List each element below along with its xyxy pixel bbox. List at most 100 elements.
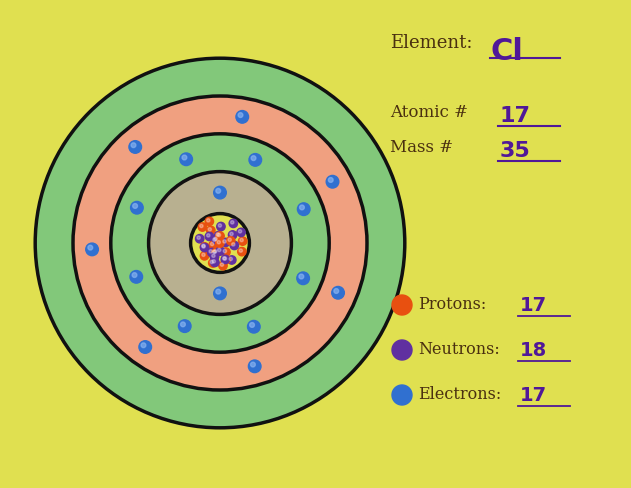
Circle shape [202,244,205,248]
Circle shape [86,244,98,256]
Circle shape [239,230,242,234]
Circle shape [236,111,249,124]
Text: Mass #: Mass # [390,139,453,156]
Circle shape [213,236,221,244]
Circle shape [212,249,220,257]
Circle shape [223,257,226,261]
Circle shape [220,264,223,267]
Polygon shape [35,59,405,428]
Circle shape [230,242,239,250]
Text: 17: 17 [500,106,531,126]
Circle shape [297,203,310,216]
Circle shape [334,289,339,294]
Circle shape [251,363,256,367]
Circle shape [139,341,151,354]
Circle shape [217,241,220,244]
Text: 17: 17 [520,385,547,404]
Circle shape [202,254,205,257]
Circle shape [237,229,245,237]
Circle shape [131,143,136,148]
Circle shape [179,320,191,333]
Circle shape [214,187,227,200]
Circle shape [214,238,217,241]
Circle shape [212,260,216,264]
Circle shape [132,273,137,278]
Circle shape [131,202,143,215]
Circle shape [216,189,221,194]
Text: Electrons:: Electrons: [418,385,501,402]
Circle shape [210,243,214,246]
Circle shape [249,154,262,167]
Circle shape [229,258,232,261]
Circle shape [238,113,243,118]
Circle shape [209,259,217,267]
Circle shape [206,219,210,223]
Circle shape [247,321,260,333]
Circle shape [218,249,221,252]
Circle shape [209,250,213,254]
Circle shape [328,178,333,183]
Circle shape [297,272,309,285]
Circle shape [182,156,187,161]
Circle shape [213,250,217,254]
Circle shape [239,238,247,246]
Circle shape [129,142,141,154]
Circle shape [215,232,223,240]
Text: 17: 17 [520,295,547,314]
Circle shape [141,343,146,348]
Circle shape [249,360,261,373]
Circle shape [300,205,304,210]
Circle shape [326,176,339,189]
Circle shape [240,239,244,242]
Text: Cl: Cl [490,37,523,66]
Circle shape [229,220,237,228]
Circle shape [216,247,225,256]
Circle shape [211,259,219,267]
Circle shape [218,224,221,228]
Circle shape [392,385,412,405]
Circle shape [200,243,209,251]
Circle shape [214,287,227,300]
Circle shape [332,287,345,300]
Circle shape [216,290,221,294]
Circle shape [206,227,215,235]
Circle shape [299,275,304,279]
Circle shape [210,253,219,262]
Circle shape [216,233,220,237]
Circle shape [212,255,215,258]
Circle shape [216,240,224,248]
Circle shape [250,323,254,327]
Circle shape [227,237,235,245]
Circle shape [238,248,246,256]
Circle shape [213,239,216,242]
Circle shape [208,249,216,257]
Circle shape [209,242,217,250]
Circle shape [201,244,209,252]
Circle shape [232,243,235,246]
Circle shape [216,223,225,231]
Polygon shape [149,172,292,315]
Circle shape [213,251,216,254]
Circle shape [197,237,200,240]
Circle shape [222,256,230,264]
Circle shape [223,257,227,261]
Circle shape [88,246,93,250]
Circle shape [217,234,221,237]
Circle shape [216,232,224,241]
Circle shape [221,239,230,247]
Circle shape [230,221,234,224]
Polygon shape [73,97,367,390]
Circle shape [211,237,220,245]
Circle shape [200,252,209,261]
Circle shape [392,340,412,360]
Circle shape [206,234,210,238]
Text: Atomic #: Atomic # [390,104,468,121]
Circle shape [219,262,227,270]
Circle shape [221,248,230,257]
Circle shape [221,256,230,264]
Circle shape [205,233,213,241]
Text: Neutrons:: Neutrons: [418,340,500,357]
Circle shape [205,218,213,226]
Circle shape [251,156,256,161]
Circle shape [196,235,204,244]
